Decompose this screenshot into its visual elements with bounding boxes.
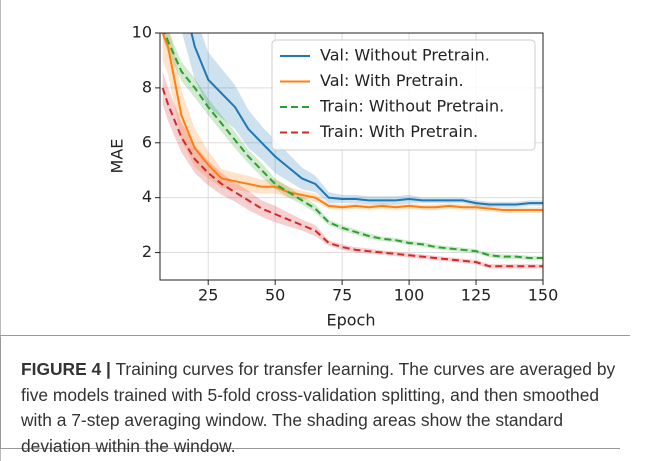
legend-label: Val: Without Pretrain. bbox=[320, 46, 490, 65]
std-band bbox=[162, 33, 543, 261]
x-tick-label: 50 bbox=[265, 286, 285, 305]
plot-frame bbox=[159, 32, 544, 281]
x-tick-label: 125 bbox=[461, 286, 492, 305]
x-axis-label: Epoch bbox=[327, 311, 376, 330]
y-tick-label: 6 bbox=[142, 132, 152, 151]
series-line bbox=[190, 33, 543, 206]
x-tick-label: 25 bbox=[198, 286, 218, 305]
x-tick-label: 75 bbox=[332, 286, 352, 305]
caption-text: Training curves for transfer learning. T… bbox=[21, 359, 616, 456]
series-line bbox=[161, 33, 543, 212]
legend-box bbox=[271, 39, 536, 151]
y-tick-label: 10 bbox=[132, 23, 152, 42]
x-tick-label: 150 bbox=[528, 286, 559, 305]
separator bbox=[0, 335, 630, 336]
series-line bbox=[163, 33, 543, 260]
y-tick-label: 8 bbox=[142, 77, 152, 96]
y-tick-label: 2 bbox=[142, 242, 152, 261]
legend-label: Train: Without Pretrain. bbox=[319, 97, 504, 116]
caption-label: FIGURE 4 | bbox=[21, 359, 111, 379]
series-line bbox=[161, 87, 543, 268]
legend-label: Val: With Pretrain. bbox=[320, 71, 464, 90]
chart: MAE Epoch 2 4 6 8 10 25 50 75 100 125 150 Val: With… bbox=[108, 23, 559, 330]
frame-line bbox=[0, 0, 1, 461]
caption: FIGURE 4 | Training curves for transfer … bbox=[0, 337, 620, 456]
std-band bbox=[182, 33, 543, 208]
y-tick-label: 4 bbox=[142, 187, 152, 206]
legend-label: Train: With Pretrain. bbox=[319, 122, 478, 141]
x-tick-label: 100 bbox=[394, 286, 425, 305]
y-axis-label: MAE bbox=[108, 139, 127, 174]
plot-area bbox=[161, 33, 543, 269]
